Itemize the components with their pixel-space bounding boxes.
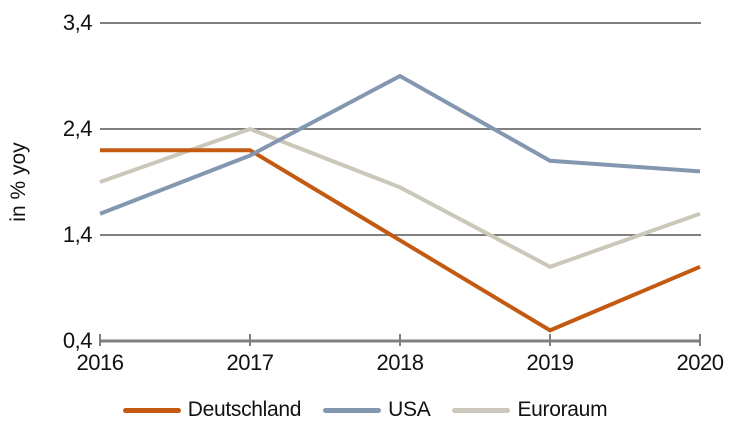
legend: Deutschland USA Euroraum xyxy=(0,396,730,424)
y-tick-label-0: 0,4 xyxy=(62,328,93,353)
series-line-usa xyxy=(99,73,701,216)
x-tick-label-2019: 2019 xyxy=(526,350,574,375)
series-line-deutschland xyxy=(100,148,701,333)
legend-label-deutschland: Deutschland xyxy=(187,398,302,421)
x-tick-label-2020: 2020 xyxy=(676,350,724,375)
y-tick-label-3: 3,4 xyxy=(62,10,93,35)
legend-label-usa: USA xyxy=(388,398,431,421)
legend-item-euroraum: Euroraum xyxy=(452,397,608,423)
x-tick-label-2016: 2016 xyxy=(76,350,124,375)
legend-item-deutschland: Deutschland xyxy=(122,397,302,423)
y-tick-label-2: 2,4 xyxy=(62,116,93,141)
legend-label-euroraum: Euroraum xyxy=(517,398,608,421)
legend-swatch-euroraum xyxy=(452,407,511,413)
legend-item-usa: USA xyxy=(323,397,431,423)
y-tick-label-1: 1,4 xyxy=(62,222,93,247)
legend-swatch-usa xyxy=(323,407,382,413)
series-line-euroraum xyxy=(99,126,701,269)
legend-swatch-deutschland xyxy=(122,407,181,413)
x-tick-label-2018: 2018 xyxy=(376,350,424,375)
x-tick-label-2017: 2017 xyxy=(226,350,274,375)
